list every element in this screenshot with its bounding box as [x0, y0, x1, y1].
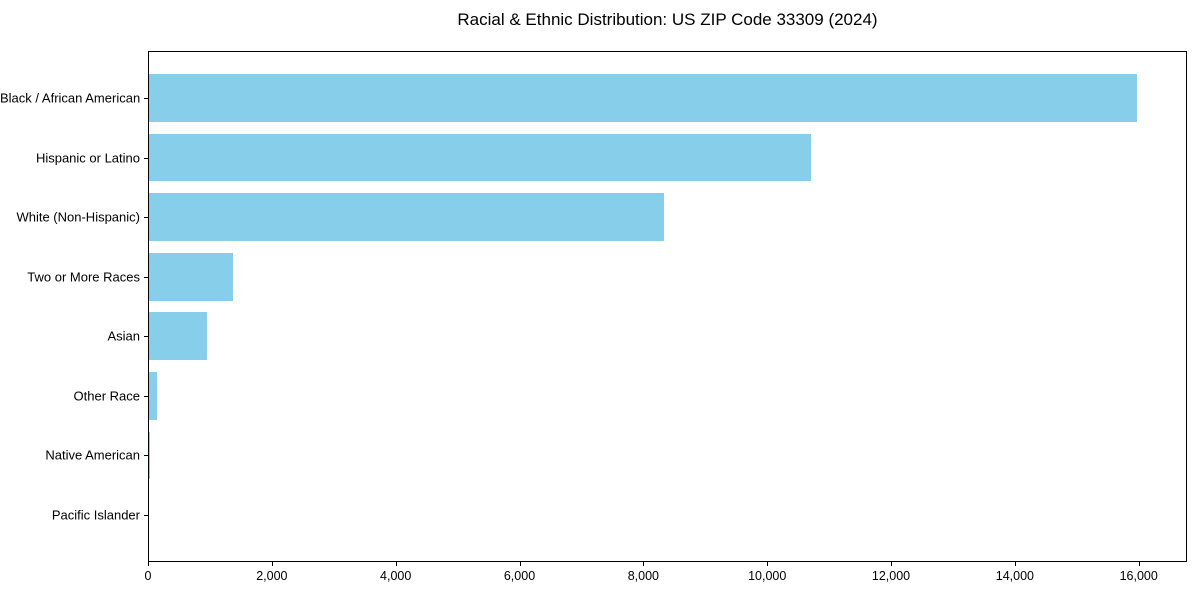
y-axis-label-black-african-american: Black / African American: [0, 90, 141, 106]
x-axis-tick-label: 8,000: [627, 569, 659, 583]
x-axis-tick-label: 4,000: [380, 569, 412, 583]
x-axis-tick: [395, 562, 397, 566]
plot-area: [148, 51, 1187, 562]
bar-white-non-hispanic: [149, 193, 665, 241]
y-axis-label-pacific-islander: Pacific Islander: [51, 507, 140, 523]
y-axis-tick: [144, 336, 148, 338]
bar-native-american: [149, 431, 150, 480]
x-axis-tick-label: 0: [144, 569, 152, 583]
y-axis-tick: [144, 455, 148, 457]
x-axis-tick: [1138, 562, 1140, 566]
bar-black-african-american: [149, 74, 1138, 122]
y-axis-tick: [144, 395, 148, 397]
y-axis-label-native-american: Native American: [45, 447, 140, 463]
x-axis-tick-label: 10,000: [748, 569, 787, 583]
x-axis-tick-label: 14,000: [995, 569, 1034, 583]
y-axis-tick: [144, 276, 148, 278]
bar-other-race: [149, 372, 158, 420]
y-axis-label-hispanic-or-latino: Hispanic or Latino: [35, 150, 140, 166]
y-axis-tick: [144, 514, 148, 516]
x-axis-tick-label: 6,000: [503, 569, 536, 583]
x-axis-tick-label: 16,000: [1119, 569, 1158, 583]
x-axis-tick: [643, 562, 645, 566]
x-axis-tick: [1014, 562, 1016, 566]
bar-two-or-more-races: [149, 252, 234, 301]
bar-hispanic-or-latino: [149, 133, 812, 182]
chart-title: Racial & Ethnic Distribution: US ZIP Cod…: [457, 10, 878, 29]
y-axis-tick: [144, 98, 148, 100]
x-axis-tick: [519, 562, 521, 566]
y-axis-label-asian: Asian: [107, 328, 140, 344]
y-axis-tick: [144, 157, 148, 159]
y-axis-tick: [144, 217, 148, 219]
y-axis-label-two-or-more-races: Two or More Races: [27, 269, 140, 285]
x-axis-tick-label: 12,000: [871, 569, 911, 583]
bar-asian: [149, 312, 208, 361]
y-axis-label-white-non-hispanic: White (Non-Hispanic): [16, 209, 140, 225]
x-axis-tick: [767, 562, 769, 566]
x-axis-tick: [891, 562, 893, 566]
x-axis-tick: [148, 562, 149, 566]
x-axis-tick-label: 2,000: [256, 569, 288, 583]
y-axis-label-other-race: Other Race: [73, 388, 140, 404]
x-axis-tick: [271, 562, 273, 566]
